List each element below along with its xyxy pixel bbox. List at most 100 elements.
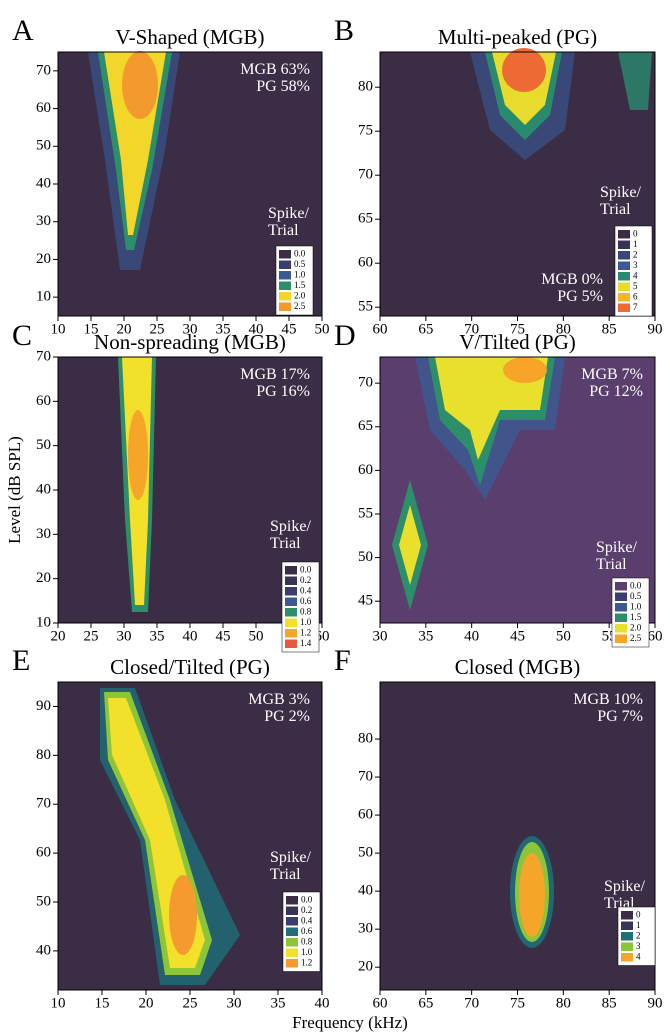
legend-title: Spike/ [270, 849, 311, 866]
legend-label: 3 [633, 260, 638, 270]
x-tick-label: 90 [648, 321, 663, 337]
legend-label: 2.0 [630, 622, 642, 632]
legend-swatch [286, 938, 298, 947]
legend-label: 0.6 [301, 926, 313, 936]
contour-yellow [435, 357, 548, 460]
legend-swatch [618, 230, 630, 239]
legend-label: 1.2 [301, 957, 312, 967]
annotation: MGB 10% [573, 691, 643, 708]
legend-label: 2.5 [630, 633, 642, 643]
legend-label: 1.0 [294, 269, 306, 279]
y-tick-label: 20 [358, 959, 373, 975]
y-tick-label: 30 [358, 921, 373, 937]
axes: A V-Shaped (MGB)10 15 20 25 30 35 40 45 501020304… [12, 14, 663, 1011]
x-tick-label: 60 [373, 995, 388, 1011]
panel-letter: A [12, 14, 34, 47]
y-tick-label: 65 [358, 418, 373, 434]
y-tick-label: 75 [358, 123, 373, 139]
panel-letter: D [334, 319, 356, 352]
y-tick-label: 20 [36, 570, 51, 586]
annotation: MGB 7% [581, 366, 643, 383]
x-tick-label: 35 [150, 628, 165, 644]
annotation: PG 12% [589, 383, 643, 400]
legend-title: Spike/ [268, 205, 309, 222]
y-tick-label: 80 [358, 730, 373, 746]
x-tick-label: 40 [183, 628, 198, 644]
annotation: MGB 63% [240, 61, 310, 78]
legend-swatch [286, 906, 298, 915]
legend-label: 0.0 [630, 580, 642, 590]
x-tick-label: 10 [51, 321, 66, 337]
legend-swatch [279, 281, 291, 290]
x-tick-label: 25 [150, 321, 165, 337]
legend-label: 1.0 [301, 947, 313, 957]
contour-yellow [399, 505, 421, 585]
panel-title: V/Tilted (PG) [459, 330, 576, 354]
legend-swatch [285, 629, 297, 638]
x-tick-label: 10 [51, 995, 66, 1011]
legend-label: 0.5 [630, 591, 642, 601]
legend-swatch [286, 959, 298, 968]
y-tick-label: 80 [36, 747, 51, 763]
legend-title: Trial [268, 222, 299, 239]
y-tick-label: 60 [358, 807, 373, 823]
legend-label: 0 [633, 228, 638, 238]
y-tick-label: 40 [36, 942, 51, 958]
y-tick-label: 50 [36, 138, 51, 154]
legend-swatch [615, 624, 627, 633]
panel-title: Closed/Tilted (PG) [110, 655, 270, 679]
legend-label: 0.2 [300, 575, 311, 585]
x-tick-label: 60 [373, 321, 388, 337]
x-tick-label: 20 [139, 995, 154, 1011]
legend-swatch [285, 587, 297, 596]
annotation: PG 16% [256, 383, 310, 400]
legend-swatch [279, 302, 291, 311]
legend-label: 1 [636, 920, 641, 930]
x-tick-label: 45 [282, 321, 297, 337]
y-tick-label: 60 [36, 845, 51, 861]
x-tick-label: 85 [602, 321, 617, 337]
y-tick-label: 60 [358, 462, 373, 478]
legend-swatch [615, 582, 627, 591]
legend-swatch [286, 948, 298, 957]
panel-letter: F [334, 644, 351, 677]
legend-swatch [618, 251, 630, 260]
legend-title: Spike/ [600, 184, 641, 201]
legend-label: 0.4 [301, 915, 313, 925]
legend-swatch [621, 911, 633, 920]
legend-swatch [621, 932, 633, 941]
legend-title: Trial [270, 535, 301, 552]
x-tick-label: 40 [464, 628, 479, 644]
legend-label: 5 [633, 281, 638, 291]
x-tick-label: 75 [510, 995, 525, 1011]
annotation: MGB 0% [541, 271, 603, 288]
legend-label: 2.0 [294, 290, 306, 300]
y-tick-label: 30 [36, 213, 51, 229]
annotation: PG 2% [264, 708, 310, 725]
legend-label: 6 [633, 291, 638, 301]
legend-label: 0.6 [300, 596, 312, 606]
legend-label: 2 [633, 249, 638, 259]
panel-title: V-Shaped (MGB) [115, 25, 264, 49]
legend-title: Trial [270, 866, 301, 883]
y-tick-label: 40 [36, 481, 51, 497]
annotation: PG 7% [597, 708, 643, 725]
legend-label: 3 [636, 941, 641, 951]
y-tick-label: 50 [358, 549, 373, 565]
legend-label: 0.4 [300, 585, 312, 595]
y-axis-label: Level (dB SPL) [5, 436, 24, 544]
legend-swatch [286, 917, 298, 926]
legend-swatch [618, 240, 630, 249]
legend-swatch [279, 260, 291, 269]
legend-swatch [615, 634, 627, 643]
legend-swatch [615, 603, 627, 612]
x-tick-label: 35 [271, 995, 286, 1011]
y-tick-label: 40 [36, 175, 51, 191]
legend-label: 0.8 [301, 936, 313, 946]
y-tick-label: 60 [358, 255, 373, 271]
plot-area [58, 357, 322, 623]
panel-title: Non-spreading (MGB) [94, 330, 286, 354]
y-tick-label: 10 [36, 289, 51, 305]
legend-swatch [285, 608, 297, 617]
